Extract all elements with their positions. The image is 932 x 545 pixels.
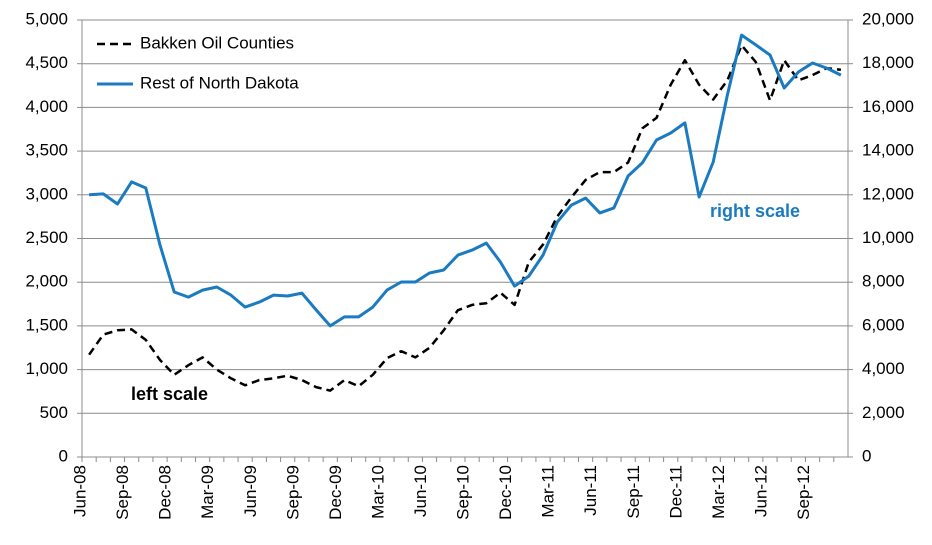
y-tick-label: 500 [40, 403, 68, 422]
y2-tick-label: 20,000 [862, 9, 914, 28]
y-tick-label: 2,000 [25, 272, 68, 291]
y2-tick-label: 6,000 [862, 315, 905, 334]
legend-label: Bakken Oil Counties [140, 33, 294, 52]
y2-tick-label: 2,000 [862, 403, 905, 422]
y-tick-label: 4,500 [25, 53, 68, 72]
x-tick-label: Sep-12 [794, 465, 813, 520]
x-tick-label: Jun-11 [581, 465, 600, 516]
x-tick-label: Sep-11 [624, 465, 643, 519]
y-tick-label: 1,000 [25, 359, 68, 378]
x-tick-label: Mar-12 [709, 465, 728, 519]
y-tick-label: 4,000 [25, 97, 68, 116]
x-tick-label: Sep-08 [113, 465, 132, 520]
y2-tick-label: 8,000 [862, 272, 905, 291]
x-tick-label: Jun-09 [241, 465, 260, 517]
y-tick-label: 1,500 [25, 315, 68, 334]
annotation: right scale [710, 201, 800, 221]
x-tick-label: Mar-10 [368, 465, 387, 519]
y2-tick-label: 12,000 [862, 184, 914, 203]
y2-tick-label: 10,000 [862, 228, 914, 247]
x-tick-label: Dec-10 [496, 465, 515, 520]
x-tick-label: Mar-11 [539, 465, 558, 518]
annotation: left scale [131, 384, 208, 404]
x-tick-label: Jun-10 [411, 465, 430, 517]
y-tick-label: 0 [59, 446, 68, 465]
y2-tick-label: 18,000 [862, 53, 914, 72]
series-line [89, 33, 842, 328]
x-tick-label: Jun-08 [71, 465, 90, 517]
x-tick-label: Dec-09 [326, 465, 345, 520]
x-tick-label: Sep-09 [283, 465, 302, 520]
x-tick-label: Dec-08 [156, 465, 175, 520]
y2-tick-label: 14,000 [862, 141, 914, 160]
y-tick-label: 3,500 [25, 141, 68, 160]
y2-tick-label: 16,000 [862, 97, 914, 116]
y2-tick-label: 0 [862, 446, 871, 465]
x-tick-label: Mar-09 [198, 465, 217, 519]
y2-tick-label: 4,000 [862, 359, 905, 378]
series-line [88, 44, 842, 392]
y-tick-label: 3,000 [25, 184, 68, 203]
y-tick-label: 5,000 [25, 9, 68, 28]
x-tick-label: Dec-11 [666, 465, 685, 519]
y-tick-label: 2,500 [25, 228, 68, 247]
legend-label: Rest of North Dakota [140, 73, 299, 92]
x-tick-label: Sep-10 [454, 465, 473, 520]
x-tick-label: Jun-12 [751, 465, 770, 517]
